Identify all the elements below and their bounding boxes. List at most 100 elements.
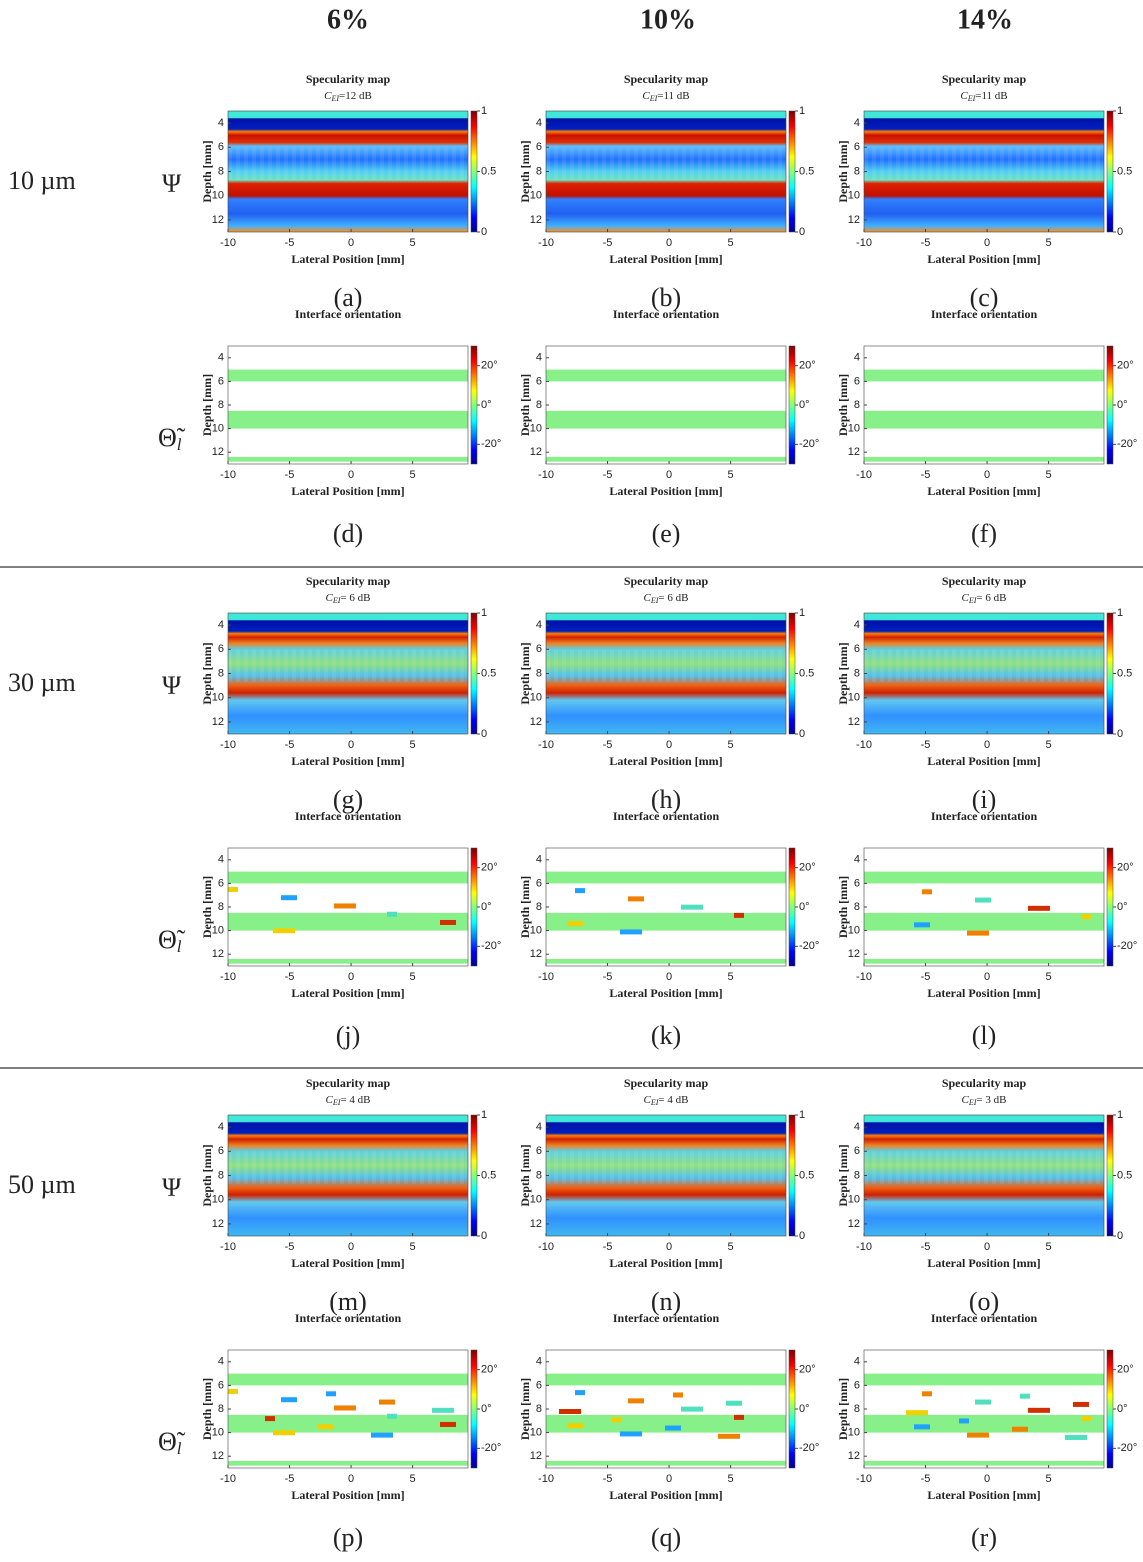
x-axis-label: Lateral Position [mm] [291,754,404,768]
texture [682,649,686,682]
texture [722,649,726,682]
x-axis-label: Lateral Position [mm] [609,252,722,266]
interface-band [546,456,786,462]
y-axis-label: Depth [mm] [200,1144,214,1206]
texture [674,649,678,682]
colorbar-tick-label: 0.5 [799,1169,814,1181]
texture [992,147,996,180]
speckle [1073,1401,1089,1407]
texture [1040,1151,1044,1184]
texture [460,649,464,682]
speckle [620,929,642,935]
interface-band [864,871,1104,884]
speckle [334,903,356,909]
speckle [734,1414,744,1420]
x-tick-label: -5 [603,739,613,751]
texture [1000,1151,1004,1184]
texture [340,147,344,180]
panel-title: Specularity map [624,574,709,588]
text-part: EI [332,596,341,605]
text-part: C [960,90,968,102]
panel-title: Specularity map [624,72,709,86]
x-tick-label: -10 [538,739,554,751]
texture [1024,1151,1028,1184]
texture [1072,649,1076,682]
speckle [318,1424,334,1430]
y-tick-label: 12 [530,214,542,226]
y-tick-label: 12 [530,948,542,960]
texture [698,147,702,180]
texture [770,649,774,682]
texture [960,1151,964,1184]
x-tick-label: -5 [285,739,295,751]
x-tick-label: 5 [728,739,734,751]
y-tick-label: 6 [854,141,860,153]
texture [1080,649,1084,682]
texture [618,1151,622,1184]
texture [420,1151,424,1184]
panel-subtitle: CEI=11 dB [960,90,1007,103]
texture [746,649,750,682]
colorbar-tick-label: 20° [799,360,816,372]
y-axis-label: Depth [mm] [200,374,214,436]
y-tick-label: 12 [212,446,224,458]
x-tick-label: 0 [984,1473,990,1485]
y-tick-label: 8 [218,1169,224,1181]
interface-band [864,1414,1104,1433]
texture [562,649,566,682]
texture [554,1151,558,1184]
y-tick-label: 8 [536,165,542,177]
y-tick-label: 12 [848,1450,860,1462]
texture [1016,1151,1020,1184]
texture [562,1151,566,1184]
panel-caption: (n) [651,1287,681,1316]
interface-band [228,410,468,429]
x-tick-label: -5 [603,971,613,983]
panel-caption: (f) [971,519,997,548]
colorbar-tick-label: -20° [799,940,819,952]
colorbar [788,1114,796,1237]
x-tick-label: -10 [220,971,236,983]
colorbar-tick-label: 0.5 [799,165,814,177]
text-part: l [177,1439,182,1458]
y-tick-label: 8 [218,399,224,411]
texture [1000,147,1004,180]
x-tick-label: -10 [538,237,554,249]
text-part: EI [650,596,659,605]
y-tick-label: 6 [536,643,542,655]
colorbar-tick-label: 0° [799,399,810,411]
texture [236,147,240,180]
x-axis-label: Lateral Position [mm] [609,1488,722,1502]
panel-subtitle: CEI=12 dB [324,90,372,103]
texture [1040,147,1044,180]
texture [626,649,630,682]
interface-band [864,369,1104,382]
texture [984,649,988,682]
x-axis-label: Lateral Position [mm] [927,986,1040,1000]
y-axis-label: Depth [mm] [836,876,850,938]
text-part: = 3 dB [976,1094,1006,1106]
texture [554,649,558,682]
texture [762,649,766,682]
x-tick-label: 0 [666,971,672,983]
speckle [906,1410,928,1416]
y-tick-label: 4 [854,1121,860,1133]
x-tick-label: 5 [410,237,416,249]
interface-band [864,1373,1104,1386]
texture [690,147,694,180]
texture [714,1151,718,1184]
panel-title: Specularity map [624,1076,709,1090]
texture [452,1151,456,1184]
panel-subtitle: CEI= 6 dB [326,592,371,605]
colorbar-tick-label: 0° [481,1403,492,1415]
y-tick-label: 8 [218,165,224,177]
y-axis-label: Depth [mm] [200,140,214,202]
speckle [665,1425,681,1431]
x-tick-label: 5 [1046,469,1052,481]
texture [546,649,550,682]
texture [444,1151,448,1184]
x-tick-label: 5 [728,971,734,983]
texture [1088,147,1092,180]
texture [984,147,988,180]
y-tick-label: 10 [212,1427,224,1439]
